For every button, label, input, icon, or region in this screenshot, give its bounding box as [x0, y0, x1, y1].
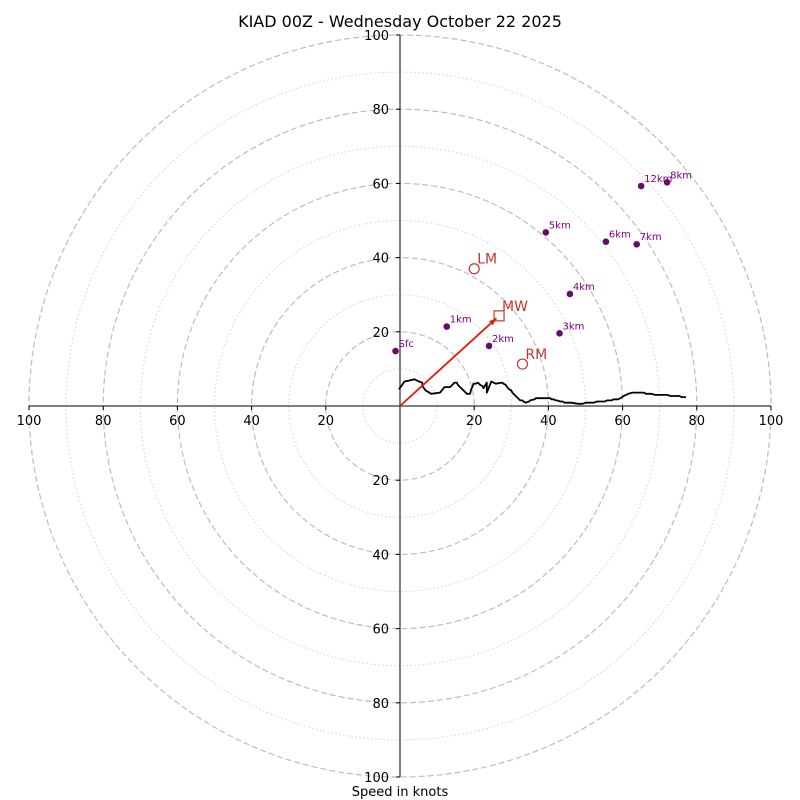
level-marker-8km — [663, 178, 671, 186]
storm-marker-rm — [516, 358, 529, 370]
level-marker-2km — [485, 342, 493, 350]
y-tick-label: 40 — [372, 252, 389, 267]
level-marker-7km — [633, 240, 640, 248]
y-tick-label: 80 — [372, 103, 389, 118]
y-tick-label: 80 — [372, 697, 389, 712]
y-tick-label: 100 — [364, 771, 389, 786]
level-label-6km: 6km — [609, 230, 631, 241]
x-tick-label: 100 — [17, 414, 42, 429]
x-tick-label: 20 — [466, 414, 483, 429]
x-tick-label: 60 — [614, 414, 631, 429]
level-label-2km: 2km — [492, 334, 514, 345]
x-tick-label: 60 — [169, 414, 186, 429]
y-tick-label: 20 — [372, 474, 389, 489]
y-tick-label: 20 — [372, 326, 389, 341]
y-tick-label: 100 — [364, 29, 389, 44]
level-marker-12km — [637, 182, 645, 190]
level-label-8km: 8km — [670, 170, 692, 181]
level-marker-6km — [602, 238, 610, 245]
x-tick-label: 80 — [95, 414, 112, 429]
wind-trace-line — [398, 378, 686, 405]
tick-labels: 100 100 80 80 60 60 40 40 20 20 20 20 40 40 60 60 80 80 10… — [17, 29, 784, 786]
y-tick-label: 40 — [372, 548, 389, 563]
storm-label-lm: LM — [477, 252, 497, 268]
x-tick-label: 100 — [759, 414, 784, 429]
y-tick-label: 60 — [372, 623, 389, 638]
storm-label-rm: RM — [525, 347, 547, 363]
level-marker-1km — [443, 323, 451, 330]
x-tick-label: 40 — [243, 414, 260, 429]
level-label-12km: 12km — [644, 174, 672, 185]
level-marker-3km — [556, 329, 563, 337]
storm-motion: MW LM RM — [399, 252, 547, 407]
level-label-4km: 4km — [573, 282, 595, 293]
x-axis-label: Speed in knots — [352, 785, 449, 800]
level-marker-sfc — [392, 347, 399, 355]
x-tick-label: 40 — [540, 414, 557, 429]
storm-label-mw: MW — [502, 299, 528, 315]
level-label-5km: 5km — [549, 220, 571, 231]
mean-wind-arrow — [399, 317, 498, 407]
level-label-3km: 3km — [563, 321, 585, 332]
level-label-sfc: Sfc — [399, 339, 414, 350]
storm-marker-lm — [468, 263, 480, 275]
x-tick-label: 80 — [689, 414, 706, 429]
wind-trace — [398, 378, 686, 405]
storm-marker-mw — [493, 310, 505, 322]
level-marker-4km — [566, 290, 574, 298]
chart-title: KIAD 00Z - Wednesday October 22 2025 — [238, 12, 562, 31]
level-label-7km: 7km — [640, 232, 662, 243]
level-marker-5km — [542, 229, 550, 236]
x-tick-label: 20 — [318, 414, 335, 429]
level-label-1km: 1km — [450, 315, 472, 326]
y-tick-label: 60 — [372, 177, 389, 192]
